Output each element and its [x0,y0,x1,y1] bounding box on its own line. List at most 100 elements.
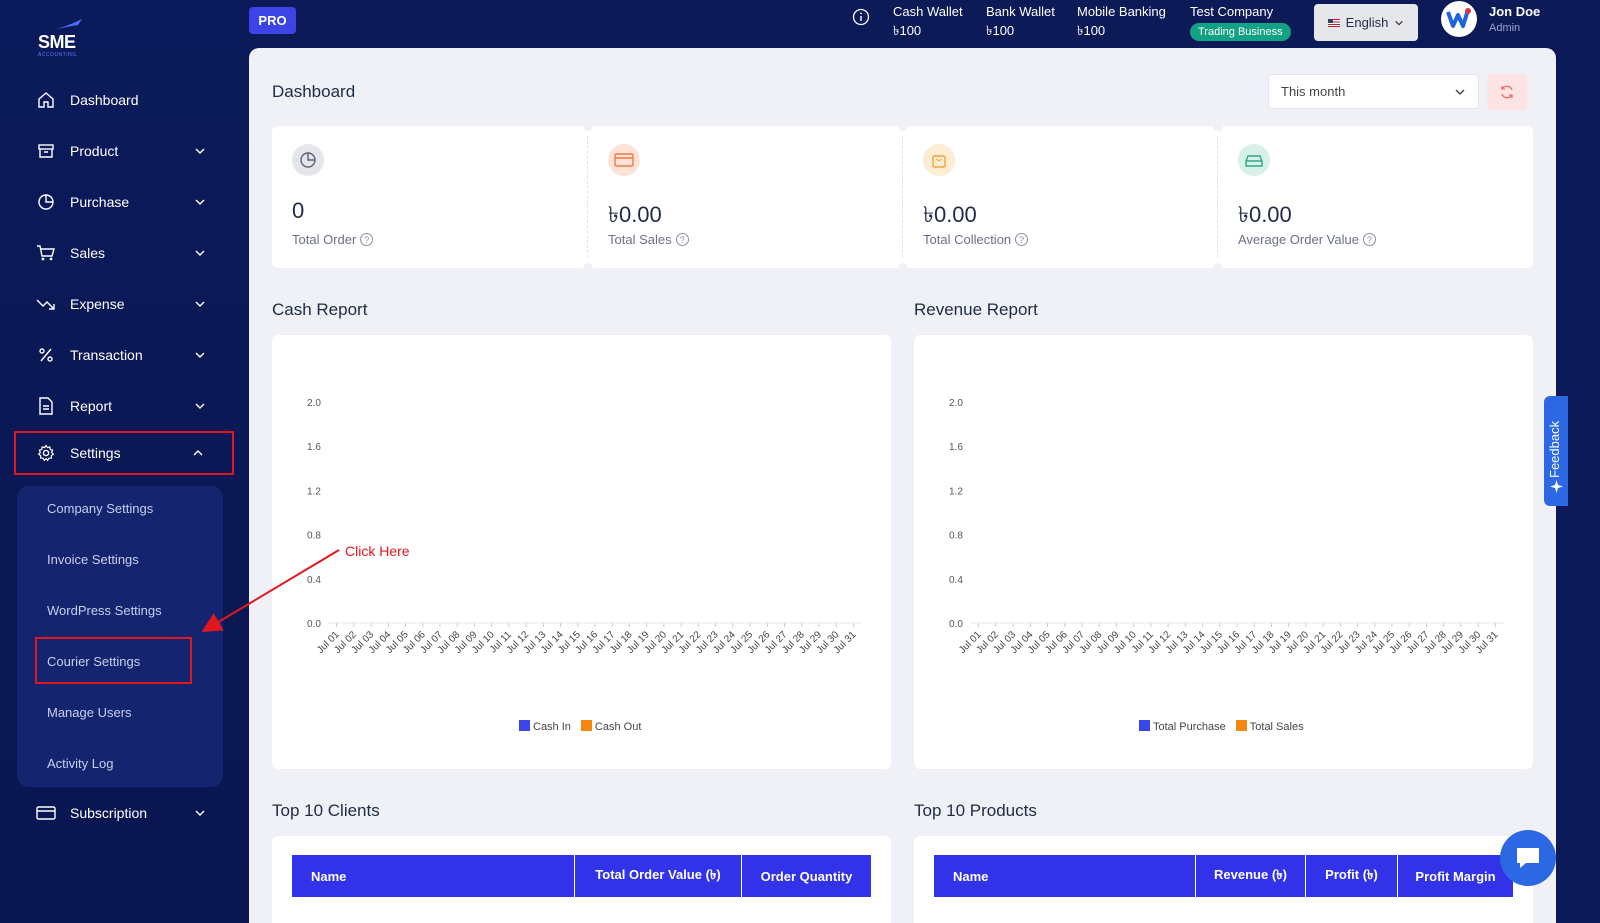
pro-badge[interactable]: PRO [249,7,296,34]
sidebar-item-transaction[interactable]: Transaction [16,334,234,376]
language-selector[interactable]: English [1314,4,1418,41]
sidebar: SME ACCOUNTING Dashboard Product Purchas… [0,0,249,923]
courier-settings-highlight [35,637,192,684]
revenue-report-card: 2.0 1.6 1.2 0.8 0.4 0.0 Jul 01 Jul 02 Jul 03 Jul … [914,335,1533,769]
y-tick-label: 0.4 [307,575,321,586]
top-products-title: Top 10 Products [914,801,1037,820]
submenu-item-invoice-settings[interactable]: Invoice Settings [47,552,139,567]
bank-wallet[interactable]: Bank Wallet ৳100 [986,2,1055,40]
submenu-item-activity-log[interactable]: Activity Log [47,756,114,771]
chevron-down-icon [1455,89,1465,95]
stat-value: ৳0.00 [923,202,977,227]
bag-icon [932,155,946,168]
logo-text: SME [38,32,76,52]
home-icon [36,90,56,110]
sidebar-item-subscription[interactable]: Subscription [16,792,234,834]
trending-down-icon [36,294,56,314]
stat-value: ৳0.00 [1238,202,1292,227]
avatar[interactable] [1441,1,1477,37]
sidebar-item-dashboard[interactable]: Dashboard [16,79,234,121]
chevron-down-icon [195,250,205,256]
sidebar-item-purchase[interactable]: Purchase [16,181,234,223]
company-name: Test Company [1190,4,1274,19]
sidebar-item-label: Dashboard [70,92,139,108]
sidebar-item-expense[interactable]: Expense [16,283,234,325]
legend-label: Cash Out [594,721,642,733]
stats-panel: 0 Total Order? ৳0.00 Total Sales? ৳0.00 … [272,121,1533,273]
legend-swatch [519,720,530,731]
sidebar-item-product[interactable]: Product [16,130,234,172]
stat-icon-circle [1238,144,1270,176]
company-switcher[interactable]: Test Company Trading Business [1190,2,1291,41]
submenu-item-manage-users[interactable]: Manage Users [47,705,132,720]
notch [1213,121,1223,131]
sidebar-item-report[interactable]: Report [16,385,234,427]
chevron-down-icon [195,301,205,307]
submenu-item-company-settings[interactable]: Company Settings [47,501,154,516]
sidebar-item-label: Sales [70,245,106,261]
stat-total-collection: ৳0.00 Total Collection? [903,126,1218,268]
cash-report-title: Cash Report [272,300,368,319]
business-type-badge: Trading Business [1190,23,1291,41]
y-tick-label: 1.6 [307,442,321,453]
stat-total-order: 0 Total Order? [272,126,587,268]
help-icon[interactable]: ? [360,233,374,246]
user-name[interactable]: Jon Doe [1489,4,1541,19]
refresh-button[interactable] [1487,74,1527,110]
feedback-tab[interactable]: Feedback [1544,396,1568,506]
info-icon[interactable] [852,8,870,26]
sidebar-item-sales[interactable]: Sales [16,232,234,274]
legend-item-cash-in[interactable]: Cash In [519,720,571,733]
y-tick-label: 0.0 [307,619,321,630]
submenu-item-courier-settings[interactable]: Courier Settings [47,654,141,669]
chart-legend: Cash In Cash Out [519,720,641,733]
top-bar: PRO Cash Wallet ৳100 Bank Wallet ৳100 Mo… [249,0,1600,48]
legend-item-cash-out[interactable]: Cash Out [580,720,642,733]
stat-label: Total Sales? [608,232,689,247]
sparkle-icon [1550,480,1563,493]
cart-icon [36,243,56,263]
column-header-revenue[interactable]: Revenue (৳) [1196,855,1306,897]
app-logo[interactable]: SME ACCOUNTING [36,16,96,60]
chevron-down-icon [195,403,205,409]
mobile-banking-wallet[interactable]: Mobile Banking ৳100 [1077,2,1166,40]
stat-label-text: Total Collection [923,232,1012,247]
percent-icon [36,345,56,365]
stat-icon-circle [923,144,955,176]
help-icon[interactable]: ? [1015,233,1029,246]
top-clients-title: Top 10 Clients [272,801,380,820]
logo-swoosh-icon [50,19,82,30]
help-icon[interactable]: ? [675,233,689,246]
notch [898,263,908,273]
language-label: English [1345,15,1389,30]
help-icon[interactable]: ? [1362,233,1376,246]
period-select[interactable]: This month [1268,74,1479,109]
sidebar-item-label: Product [70,143,119,159]
legend-item-total-sales[interactable]: Total Sales [1235,720,1304,733]
stat-average-order-value: ৳0.00 Average Order Value? [1218,126,1533,268]
divider [1217,136,1218,258]
chevron-up-icon [193,450,203,456]
column-header-name[interactable]: Name [934,855,1196,897]
notch [898,121,908,131]
column-header-order-quantity[interactable]: Order Quantity [760,868,853,884]
sidebar-item-settings[interactable]: Settings [14,431,234,475]
column-header-profit-margin[interactable]: Profit Margin [1415,868,1496,884]
user-role: Admin [1489,22,1521,34]
legend-item-total-purchase[interactable]: Total Purchase [1139,720,1226,733]
submenu-item-wordpress-settings[interactable]: WordPress Settings [47,603,162,618]
credit-card-icon [36,803,56,823]
column-header-profit[interactable]: Profit (৳) [1306,855,1398,897]
column-header-name[interactable]: Name [292,855,575,897]
chevron-down-icon [195,199,205,205]
box-icon [36,141,56,161]
chat-button[interactable] [1500,830,1556,886]
wallet-label: Bank Wallet [986,4,1055,19]
wallet-amount: ৳100 [893,23,922,38]
column-header-total-order-value[interactable]: Total Order Value (৳) [575,855,742,897]
gear-icon [36,443,56,463]
cash-wallet[interactable]: Cash Wallet ৳100 [893,2,963,40]
cash-report-card: 2.0 1.6 1.2 0.8 0.4 0.0 Jul 01 Jul 02 Jul 03 Jul … [272,335,891,769]
